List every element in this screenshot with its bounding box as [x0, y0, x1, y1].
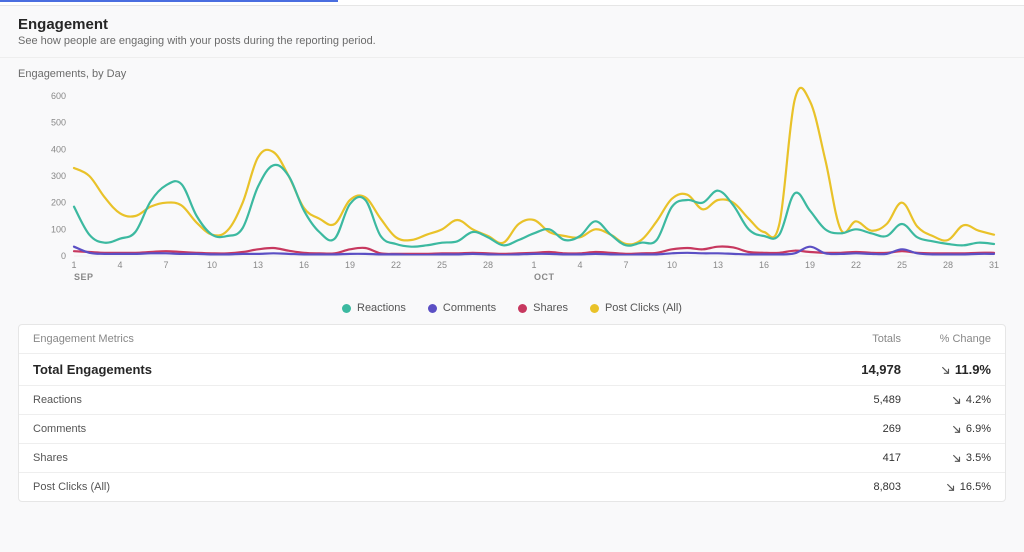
svg-text:500: 500 [51, 118, 66, 128]
metrics-row-total: 269 [811, 423, 901, 435]
metrics-row-change: 11.9% [901, 362, 991, 377]
header: Engagement See how people are engaging w… [18, 16, 1006, 47]
svg-text:OCT: OCT [534, 272, 555, 282]
svg-text:16: 16 [299, 260, 309, 270]
svg-text:100: 100 [51, 224, 66, 234]
metrics-row: Comments269 6.9% [19, 414, 1005, 443]
metrics-body: Total Engagements14,978 11.9% Reactions5,4… [19, 353, 1005, 501]
svg-text:28: 28 [483, 260, 493, 270]
engagement-chart-svg: 0 100 200 300 400 500 600 1 4 7 10 13 16 19 22 25 28 1 4 7 1… [18, 84, 1006, 294]
svg-text:7: 7 [623, 260, 628, 270]
trend-down-icon [952, 453, 962, 463]
legend-item: Post Clicks (All) [590, 302, 682, 314]
svg-text:25: 25 [897, 260, 907, 270]
chart-legend: Reactions Comments Shares Post Clicks (All) [18, 294, 1006, 324]
metrics-row-label: Reactions [33, 394, 811, 406]
legend-item: Shares [518, 302, 568, 314]
metrics-row-change-value: 11.9% [955, 362, 991, 377]
trend-down-icon [952, 395, 962, 405]
engagement-chart: 0 100 200 300 400 500 600 1 4 7 10 13 16 19 22 25 28 1 4 7 1… [18, 84, 1006, 294]
svg-text:300: 300 [51, 171, 66, 181]
metrics-header-label: Engagement Metrics [33, 333, 811, 345]
legend-swatch [342, 304, 351, 313]
legend-label: Reactions [357, 302, 406, 314]
svg-text:600: 600 [51, 91, 66, 101]
svg-text:16: 16 [759, 260, 769, 270]
metrics-header-row: Engagement Metrics Totals % Change [19, 325, 1005, 353]
metrics-row-total: 8,803 [811, 481, 901, 493]
metrics-row: Post Clicks (All)8,803 16.5% [19, 472, 1005, 501]
metrics-row-change: 4.2% [901, 394, 991, 406]
svg-text:200: 200 [51, 198, 66, 208]
divider [0, 57, 1024, 58]
svg-text:0: 0 [61, 251, 66, 261]
metrics-row-change-value: 6.9% [966, 423, 991, 435]
page-title: Engagement [18, 16, 1006, 33]
trend-down-icon [941, 365, 951, 375]
trend-down-icon [946, 482, 956, 492]
svg-text:22: 22 [391, 260, 401, 270]
svg-text:SEP: SEP [74, 272, 94, 282]
metrics-row: Total Engagements14,978 11.9% [19, 353, 1005, 385]
legend-label: Post Clicks (All) [605, 302, 682, 314]
svg-text:1: 1 [531, 260, 536, 270]
metrics-row-change-value: 16.5% [960, 481, 991, 493]
svg-text:25: 25 [437, 260, 447, 270]
metrics-row-label: Post Clicks (All) [33, 481, 811, 493]
metrics-row: Shares417 3.5% [19, 443, 1005, 472]
metrics-row-change-value: 3.5% [966, 452, 991, 464]
svg-text:1: 1 [71, 260, 76, 270]
legend-item: Comments [428, 302, 496, 314]
legend-item: Reactions [342, 302, 406, 314]
svg-text:4: 4 [577, 260, 582, 270]
legend-swatch [428, 304, 437, 313]
chart-section-label: Engagements, by Day [18, 68, 1006, 80]
metrics-header-totals: Totals [811, 333, 901, 345]
legend-label: Comments [443, 302, 496, 314]
metrics-row-label: Comments [33, 423, 811, 435]
svg-text:10: 10 [207, 260, 217, 270]
metrics-card: Engagement Metrics Totals % Change Total… [18, 324, 1006, 502]
page-subtitle: See how people are engaging with your po… [18, 35, 1006, 47]
svg-text:4: 4 [117, 260, 122, 270]
svg-text:400: 400 [51, 144, 66, 154]
legend-swatch [518, 304, 527, 313]
top-progress-bar [0, 0, 1024, 6]
metrics-row-total: 14,978 [811, 362, 901, 377]
svg-text:31: 31 [989, 260, 999, 270]
svg-text:28: 28 [943, 260, 953, 270]
legend-label: Shares [533, 302, 568, 314]
metrics-row-change-value: 4.2% [966, 394, 991, 406]
metrics-row-label: Shares [33, 452, 811, 464]
page: Engagement See how people are engaging w… [0, 6, 1024, 502]
svg-text:10: 10 [667, 260, 677, 270]
legend-swatch [590, 304, 599, 313]
metrics-row-change: 16.5% [901, 481, 991, 493]
metrics-header-change: % Change [901, 333, 991, 345]
metrics-row-total: 417 [811, 452, 901, 464]
svg-text:19: 19 [805, 260, 815, 270]
metrics-row-label: Total Engagements [33, 362, 811, 377]
svg-text:19: 19 [345, 260, 355, 270]
metrics-row: Reactions5,489 4.2% [19, 385, 1005, 414]
top-progress-accent [0, 0, 338, 2]
svg-text:22: 22 [851, 260, 861, 270]
svg-text:13: 13 [713, 260, 723, 270]
svg-text:13: 13 [253, 260, 263, 270]
svg-text:7: 7 [163, 260, 168, 270]
trend-down-icon [952, 424, 962, 434]
metrics-row-change: 6.9% [901, 423, 991, 435]
metrics-row-change: 3.5% [901, 452, 991, 464]
metrics-row-total: 5,489 [811, 394, 901, 406]
